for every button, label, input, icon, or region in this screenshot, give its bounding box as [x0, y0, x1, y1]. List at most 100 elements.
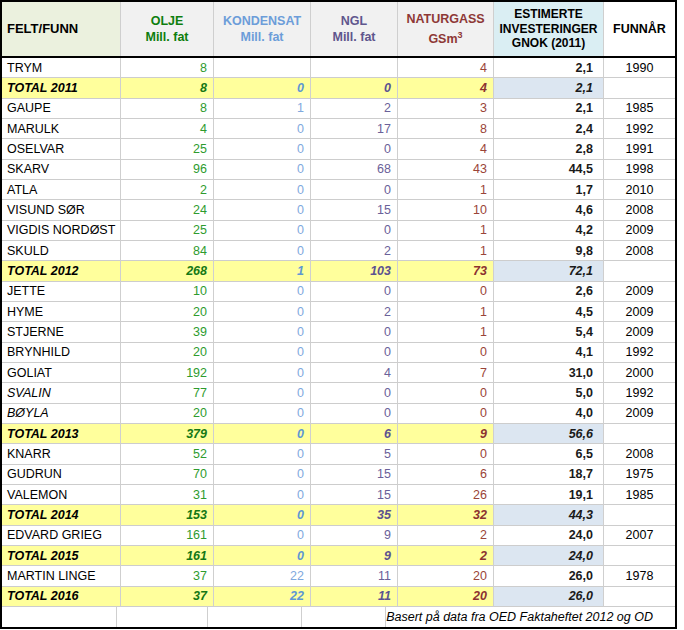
- cell-olje: 4: [121, 119, 214, 139]
- table-row: VIGDIS NORDØST 25 0 0 1 4,2 2009: [2, 221, 675, 241]
- cell-naturgass: 2: [398, 526, 494, 546]
- header-funnaar-label: FUNNÅR: [613, 21, 666, 37]
- cell-funnaar: 1990: [604, 58, 675, 78]
- cell-olje: 70: [121, 465, 214, 485]
- table-row: BØYLA 20 0 0 0 4,0 2009: [2, 404, 675, 424]
- cell-field-name: GUDRUN: [2, 465, 121, 485]
- cell-funnaar: 1992: [604, 119, 675, 139]
- cell-investeringer: 1,7: [494, 180, 604, 200]
- cell-investeringer: 4,0: [494, 404, 604, 424]
- table-row: GUDRUN 70 0 15 6 18,7 1975: [2, 465, 675, 485]
- cell-naturgass: 7: [398, 363, 494, 383]
- cell-ngl: 2: [311, 302, 398, 322]
- cell-field-name: HYME: [2, 302, 121, 322]
- cell-investeringer: 24,0: [494, 546, 604, 566]
- cell-ngl: 0: [311, 343, 398, 363]
- cell-funnaar: 2009: [604, 302, 675, 322]
- cell-funnaar: 1991: [604, 139, 675, 159]
- header-investeringer-line1: ESTIMERTE: [514, 7, 583, 22]
- cell-kondensat: 0: [214, 322, 311, 342]
- cell-ngl: 0: [311, 180, 398, 200]
- cell-naturgass: 26: [398, 485, 494, 505]
- footer-row: Basert på data fra OED Faktaheftet 2012 …: [2, 607, 675, 627]
- cell-field-name: TRYM: [2, 58, 121, 78]
- cell-kondensat: 1: [214, 99, 311, 119]
- table-body: TRYM 8 4 2,1 1990 TOTAL 2011 8 0 0 4 2,1…: [2, 58, 675, 607]
- cell-naturgass: 1: [398, 221, 494, 241]
- cell-investeringer: 31,0: [494, 363, 604, 383]
- cell-olje: 192: [121, 363, 214, 383]
- table-row: TOTAL 2015 161 0 9 2 24,0: [2, 546, 675, 566]
- cell-funnaar: 1978: [604, 566, 675, 586]
- cell-kondensat: 1: [214, 261, 311, 281]
- cell-olje: 20: [121, 302, 214, 322]
- cell-funnaar: 1992: [604, 343, 675, 363]
- table-row: BRYNHILD 20 0 0 0 4,1 1992: [2, 343, 675, 363]
- cell-funnaar: 2008: [604, 241, 675, 261]
- cell-field-name: TOTAL 2012: [2, 261, 121, 281]
- cell-naturgass: 2: [398, 546, 494, 566]
- cell-olje: 379: [121, 424, 214, 444]
- cell-funnaar: 2009: [604, 221, 675, 241]
- superscript-3: 3: [458, 30, 463, 40]
- cell-field-name: EDVARD GRIEG: [2, 526, 121, 546]
- cell-ngl: 4: [311, 363, 398, 383]
- cell-investeringer: 9,8: [494, 241, 604, 261]
- table-row: EDVARD GRIEG 161 0 9 2 24,0 2007: [2, 526, 675, 546]
- cell-olje: 31: [121, 485, 214, 505]
- cell-naturgass: 6: [398, 465, 494, 485]
- cell-kondensat: 0: [214, 241, 311, 261]
- header-funnaar: FUNNÅR: [604, 2, 675, 56]
- cell-field-name: VIGDIS NORDØST: [2, 221, 121, 241]
- cell-ngl: 68: [311, 160, 398, 180]
- cell-field-name: KNARR: [2, 444, 121, 464]
- cell-olje: 268: [121, 261, 214, 281]
- cell-naturgass: 1: [398, 302, 494, 322]
- cell-kondensat: 0: [214, 343, 311, 363]
- cell-funnaar: 1992: [604, 383, 675, 403]
- header-investeringer-line3: GNOK (2011): [512, 36, 585, 51]
- cell-field-name: SKARV: [2, 160, 121, 180]
- cell-kondensat: 0: [214, 139, 311, 159]
- cell-naturgass: 43: [398, 160, 494, 180]
- cell-naturgass: 4: [398, 139, 494, 159]
- cell-ngl: 11: [311, 587, 398, 607]
- cell-kondensat: 0: [214, 221, 311, 241]
- table-row: GAUPE 8 1 2 3 2,1 1985: [2, 99, 675, 119]
- header-investeringer: ESTIMERTE INVESTERINGER GNOK (2011): [494, 2, 604, 56]
- table-row: KNARR 52 0 5 0 6,5 2008: [2, 444, 675, 464]
- cell-olje: 20: [121, 343, 214, 363]
- cell-field-name: ATLA: [2, 180, 121, 200]
- cell-field-name: TOTAL 2014: [2, 505, 121, 525]
- cell-olje: 77: [121, 383, 214, 403]
- cell-naturgass: 20: [398, 587, 494, 607]
- cell-kondensat: 0: [214, 160, 311, 180]
- header-olje: OLJE Mill. fat: [121, 2, 214, 56]
- source-note: Basert på data fra OED Faktaheftet 2012 …: [386, 607, 675, 627]
- cell-field-name: TOTAL 2013: [2, 424, 121, 444]
- cell-ngl: 0: [311, 139, 398, 159]
- table-row: HYME 20 0 2 1 4,5 2009: [2, 302, 675, 322]
- cell-investeringer: 18,7: [494, 465, 604, 485]
- cell-ngl: 103: [311, 261, 398, 281]
- cell-funnaar: 2000: [604, 363, 675, 383]
- cell-ngl: 15: [311, 200, 398, 220]
- cell-funnaar: 1975: [604, 465, 675, 485]
- cell-olje: 8: [121, 99, 214, 119]
- header-olje-title: OLJE: [151, 13, 184, 29]
- cell-kondensat: [214, 58, 311, 78]
- cell-kondensat: 22: [214, 566, 311, 586]
- cell-ngl: 0: [311, 78, 398, 98]
- cell-naturgass: 9: [398, 424, 494, 444]
- cell-olje: 20: [121, 404, 214, 424]
- table-row: VALEMON 31 0 15 26 19,1 1985: [2, 485, 675, 505]
- cell-funnaar: 2009: [604, 282, 675, 302]
- table-row: TOTAL 2013 379 0 6 9 56,6: [2, 424, 675, 444]
- cell-investeringer: 2,4: [494, 119, 604, 139]
- cell-investeringer: 2,1: [494, 58, 604, 78]
- cell-kondensat: 0: [214, 78, 311, 98]
- cell-kondensat: 0: [214, 363, 311, 383]
- cell-olje: 10: [121, 282, 214, 302]
- cell-investeringer: 4,6: [494, 200, 604, 220]
- cell-naturgass: 0: [398, 282, 494, 302]
